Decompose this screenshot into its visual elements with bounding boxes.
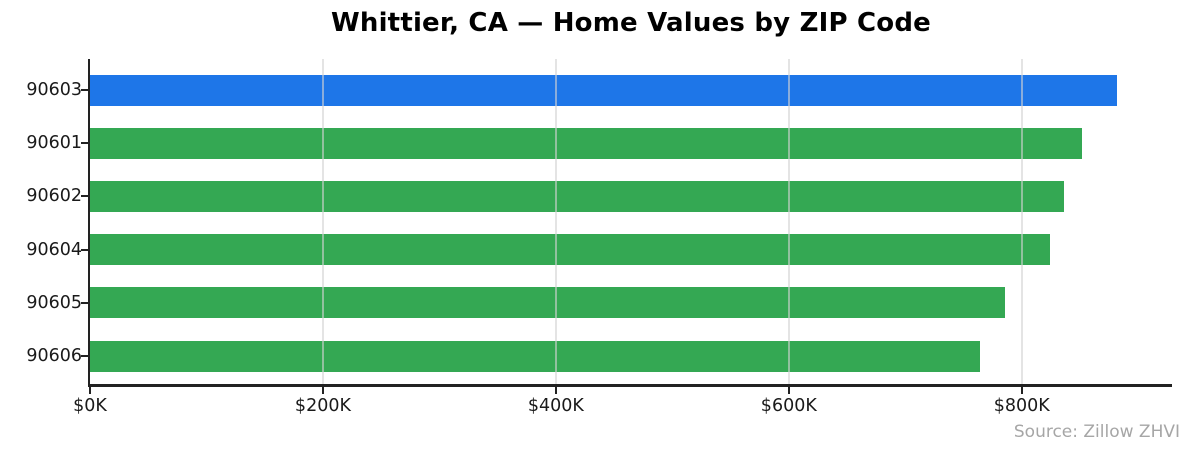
x-tick-label: $200K (294, 396, 351, 416)
bar-90605 (90, 287, 1006, 319)
y-tick-mark (81, 248, 88, 251)
bar-90603 (90, 74, 1118, 106)
source-note: Source: Zillow ZHVI (1013, 422, 1180, 442)
x-axis-spine (87, 384, 1172, 387)
gridline (1020, 59, 1023, 385)
y-tick-label-90601: 90601 (26, 133, 82, 154)
plot-area: 90603 90601 90602 90604 90605 90606 $0K $200K $4… (26, 59, 1172, 416)
y-axis-spine (87, 59, 90, 386)
bar-90606 (90, 340, 980, 372)
x-tick-mark (89, 386, 91, 394)
y-tick-mark (81, 355, 88, 357)
gridline (321, 59, 324, 385)
x-tick-label: $800K (993, 396, 1050, 416)
y-tick-label-90603: 90603 (26, 80, 82, 100)
gridline (787, 59, 790, 385)
y-tick-mark (81, 301, 88, 304)
y-tick-mark (81, 195, 88, 198)
y-tick-mark (81, 89, 88, 91)
gridline (554, 59, 557, 385)
x-tick-mark (321, 386, 324, 394)
x-tick-mark (554, 386, 557, 394)
y-tick-label-90604: 90604 (26, 239, 82, 260)
x-tick-label: $600K (760, 396, 817, 416)
bar-90601 (90, 127, 1083, 159)
y-tick-label-90606: 90606 (26, 346, 82, 366)
x-tick-label: $0K (73, 396, 107, 416)
y-tick-mark (81, 142, 88, 145)
chart-title: Whittier, CA — Home Values by ZIP Code (330, 8, 931, 38)
x-tick-label: $400K (527, 396, 584, 416)
x-tick-mark (787, 386, 790, 394)
y-tick-label-90602: 90602 (26, 186, 82, 207)
y-tick-label-90605: 90605 (26, 292, 82, 313)
bar-90604 (90, 234, 1050, 266)
bar-90602 (90, 180, 1064, 212)
x-tick-mark (1020, 386, 1023, 394)
